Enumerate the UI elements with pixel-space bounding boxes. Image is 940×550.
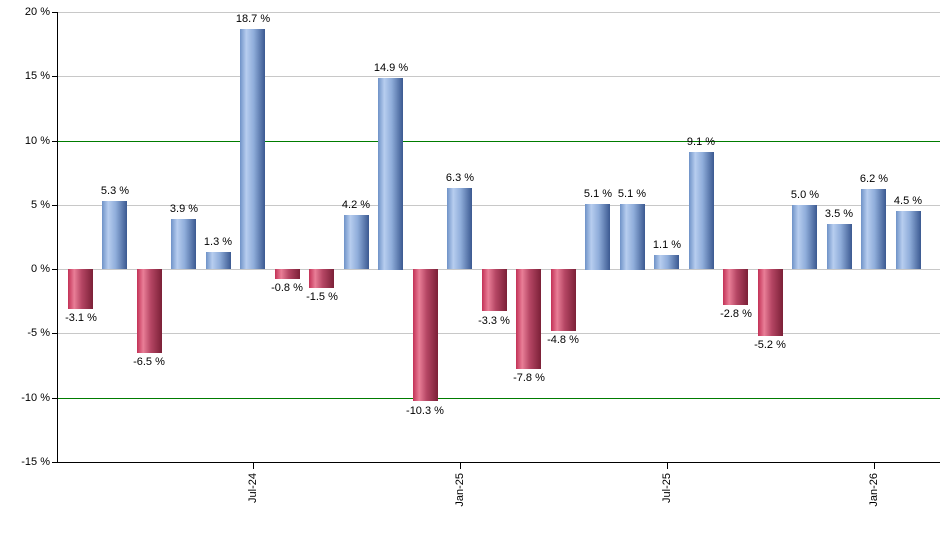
bar-value-label: -3.3 % — [478, 315, 510, 327]
y-axis-label: -10 % — [21, 392, 50, 404]
bar-value-label: -3.1 % — [65, 312, 97, 324]
bar-value-label: -2.8 % — [720, 308, 752, 320]
gridline — [57, 76, 940, 77]
negative-bar — [723, 269, 748, 305]
y-axis-label: 15 % — [24, 70, 50, 82]
positive-bar — [585, 204, 610, 270]
y-axis-label: 5 % — [31, 199, 50, 211]
y-axis-line — [57, 12, 58, 463]
negative-bar — [137, 269, 162, 353]
bar-value-label: 6.2 % — [859, 173, 889, 185]
bar-value-label: 6.3 % — [445, 172, 475, 184]
x-tick — [667, 463, 668, 469]
x-tick — [253, 463, 254, 469]
y-tick — [52, 141, 57, 142]
negative-bar — [413, 269, 438, 401]
negative-bar — [758, 269, 783, 336]
bar-value-label: -10.3 % — [406, 405, 444, 417]
y-axis-label: -15 % — [21, 456, 50, 468]
positive-bar — [102, 201, 127, 269]
bar-value-label: 5.1 % — [617, 188, 647, 200]
gridline — [57, 333, 940, 334]
negative-bar — [516, 269, 541, 369]
y-tick — [52, 398, 57, 399]
y-axis-label: 20 % — [24, 6, 50, 18]
bar-value-label: -7.8 % — [513, 372, 545, 384]
bar-value-label: -0.8 % — [271, 282, 303, 294]
positive-bar — [620, 204, 645, 270]
y-tick — [52, 205, 57, 206]
bar-value-label: 4.2 % — [341, 199, 371, 211]
y-tick — [52, 333, 57, 334]
bar-value-label: -4.8 % — [547, 334, 579, 346]
bar-value-label: 9.1 % — [686, 136, 716, 148]
bar-value-label: 5.3 % — [100, 185, 130, 197]
positive-bar — [896, 211, 921, 269]
y-axis-label: 10 % — [24, 135, 50, 147]
bar-value-label: -6.5 % — [133, 356, 165, 368]
bar-value-label: -1.5 % — [306, 291, 338, 303]
y-tick — [52, 76, 57, 77]
bar-value-label: 5.0 % — [790, 189, 820, 201]
emphasis-gridline — [57, 141, 940, 142]
bar-value-label: 3.9 % — [169, 203, 199, 215]
y-axis-label: 0 % — [31, 263, 50, 275]
bar-value-label: 5.1 % — [583, 188, 613, 200]
positive-bar — [378, 78, 403, 270]
x-axis-label: Jul-24 — [247, 473, 259, 503]
y-tick — [52, 12, 57, 13]
y-tick — [52, 462, 57, 463]
emphasis-gridline — [57, 398, 940, 399]
bar-value-label: 14.9 % — [373, 62, 409, 74]
x-axis-label: Jan-26 — [868, 473, 880, 507]
bar-value-label: -5.2 % — [754, 339, 786, 351]
gridline — [57, 12, 940, 13]
bar-value-label: 1.3 % — [203, 236, 233, 248]
bar-value-label: 18.7 % — [235, 13, 271, 25]
positive-bar — [447, 188, 472, 269]
x-tick — [460, 463, 461, 469]
negative-bar — [275, 269, 300, 279]
positive-bar — [861, 189, 886, 269]
negative-bar — [551, 269, 576, 331]
x-axis-line — [57, 462, 940, 463]
bar-value-label: 3.5 % — [824, 208, 854, 220]
positive-bar — [206, 252, 231, 269]
positive-bar — [689, 152, 714, 269]
x-axis-label: Jan-25 — [454, 473, 466, 507]
y-tick — [52, 269, 57, 270]
positive-bar — [654, 255, 679, 269]
bar-value-label: 4.5 % — [893, 195, 923, 207]
x-tick — [874, 463, 875, 469]
positive-bar — [827, 224, 852, 269]
positive-bar — [792, 205, 817, 269]
negative-bar — [68, 269, 93, 309]
gridline — [57, 205, 940, 206]
y-axis-label: -5 % — [27, 327, 50, 339]
positive-bar — [344, 215, 369, 269]
x-axis-label: Jul-25 — [661, 473, 673, 503]
positive-bar — [240, 29, 265, 269]
negative-bar — [482, 269, 507, 311]
bar-value-label: 1.1 % — [652, 239, 682, 251]
negative-bar — [309, 269, 334, 288]
positive-bar — [171, 219, 196, 269]
